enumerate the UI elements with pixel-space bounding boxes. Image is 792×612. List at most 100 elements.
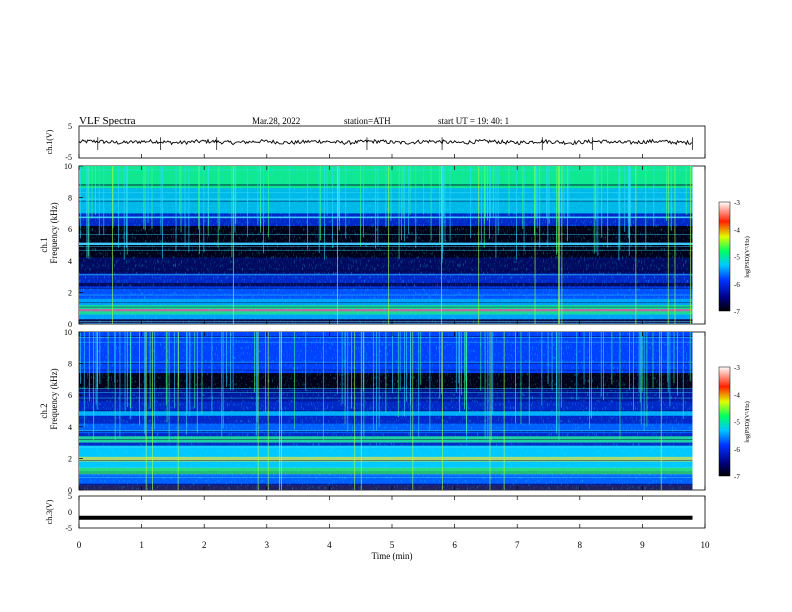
spec-vertical-spike xyxy=(643,332,645,432)
spec-vertical-spike xyxy=(597,166,599,256)
spec-vertical-spike xyxy=(516,166,518,260)
spec-vertical-spike xyxy=(337,166,339,217)
spec-vertical-spike xyxy=(385,332,387,414)
spec-vertical-spike xyxy=(556,166,558,253)
spec-vertical-spike xyxy=(459,332,461,413)
spec-vertical-spike xyxy=(398,166,400,260)
spec-full-spike xyxy=(337,166,338,324)
ch2-colorbar-ticks: -3 -4 -5 -6 -7 xyxy=(734,364,740,481)
spec-vertical-spike xyxy=(595,166,596,220)
ch2-spectrogram-yticks: 0 2 4 6 8 10 xyxy=(64,328,83,495)
spec-horizontal-line xyxy=(79,446,693,448)
spec-vertical-spike xyxy=(607,166,609,248)
spec-horizontal-line xyxy=(79,477,693,478)
ch1-spectrogram-ylabel-ch: ch.1 xyxy=(39,237,49,252)
spec-vertical-spike xyxy=(441,332,442,394)
spec-vertical-spike xyxy=(143,332,145,434)
colorbar-tick-label: -6 xyxy=(734,281,740,289)
spec-vertical-spike xyxy=(145,332,147,437)
ch3-ytick-bottom: -5 xyxy=(65,524,72,533)
spec-vertical-spike xyxy=(112,166,114,228)
colorbar-tick-label: -7 xyxy=(734,473,740,481)
spec-vertical-spike xyxy=(225,332,227,387)
spec-vertical-spike xyxy=(289,166,291,243)
spectrogram-ytick-label: 0 xyxy=(68,320,72,329)
time-axis-tick-label: 6 xyxy=(452,540,457,550)
time-axis-tick-label: 3 xyxy=(265,540,270,550)
spec-full-spike xyxy=(441,166,443,324)
spec-vertical-spike xyxy=(406,332,407,402)
spec-vertical-spike xyxy=(199,166,200,254)
spec-vertical-spike xyxy=(235,166,237,224)
spec-vertical-spike xyxy=(449,166,451,241)
spec-vertical-spike xyxy=(360,166,361,247)
spec-vertical-spike xyxy=(347,332,349,432)
spec-vertical-spike xyxy=(126,332,128,408)
spec-vertical-spike xyxy=(429,332,431,430)
spec-no-data-region xyxy=(692,332,705,490)
ch1-spectrogram-ylabel-freq: Frequency (kHz) xyxy=(49,202,59,263)
spec-vertical-spike xyxy=(633,332,634,411)
spec-vertical-spike xyxy=(480,332,482,391)
spec-vertical-spike xyxy=(682,332,684,419)
spec-vertical-spike xyxy=(439,332,441,398)
ch3-waveform-ylabel: ch.3(V) xyxy=(45,499,54,524)
spec-horizontal-line xyxy=(79,460,693,461)
spec-full-spike xyxy=(674,166,676,324)
spec-horizontal-line xyxy=(79,246,693,247)
spec-vertical-spike xyxy=(149,332,151,409)
spec-vertical-spike xyxy=(378,332,380,428)
spec-vertical-spike xyxy=(595,166,597,253)
spec-vertical-spike xyxy=(464,332,465,410)
spec-vertical-spike xyxy=(376,332,377,431)
spec-horizontal-line xyxy=(79,249,693,251)
spec-vertical-spike xyxy=(533,166,535,235)
time-axis-tick-label: 10 xyxy=(701,540,711,550)
spec-vertical-spike xyxy=(673,332,675,383)
spectrogram-ytick-label: 8 xyxy=(68,360,72,369)
spec-vertical-spike xyxy=(144,166,146,231)
spec-vertical-spike xyxy=(165,332,167,406)
spec-vertical-spike xyxy=(629,166,631,245)
spectrogram-ytick-label: 10 xyxy=(64,328,72,337)
spec-vertical-spike xyxy=(147,166,149,223)
spec-vertical-spike xyxy=(254,332,255,393)
spec-vertical-spike xyxy=(402,166,404,219)
spec-vertical-spike xyxy=(420,332,422,385)
spec-vertical-spike xyxy=(539,166,541,248)
spec-vertical-spike xyxy=(558,332,560,440)
spec-vertical-spike xyxy=(415,166,417,248)
spec-vertical-spike xyxy=(96,332,98,410)
spec-vertical-spike xyxy=(535,166,537,219)
spec-vertical-spike xyxy=(677,332,678,396)
spec-vertical-spike xyxy=(556,332,558,431)
spec-full-spike xyxy=(257,332,259,490)
spec-vertical-spike xyxy=(86,166,88,258)
spec-vertical-spike xyxy=(344,332,346,407)
spec-vertical-spike xyxy=(593,166,595,254)
spec-horizontal-line xyxy=(79,430,693,431)
spec-vertical-spike xyxy=(211,332,213,414)
spec-vertical-spike xyxy=(444,166,446,242)
spec-vertical-spike xyxy=(160,166,162,234)
spec-vertical-spike xyxy=(257,166,259,226)
spec-vertical-spike xyxy=(508,166,510,216)
spec-vertical-spike xyxy=(399,332,401,391)
spec-vertical-spike xyxy=(590,332,592,419)
spec-horizontal-line xyxy=(79,288,693,289)
spec-vertical-spike xyxy=(520,332,522,425)
spec-vertical-spike xyxy=(232,332,234,390)
spec-vertical-spike xyxy=(103,166,105,235)
spec-vertical-spike xyxy=(139,332,140,426)
spec-vertical-spike xyxy=(646,332,648,427)
spec-vertical-spike xyxy=(689,332,691,382)
figure-title: VLF Spectra xyxy=(79,115,136,127)
spec-vertical-spike xyxy=(320,166,322,241)
spec-vertical-spike xyxy=(484,166,486,218)
spec-vertical-spike xyxy=(619,332,621,440)
spec-vertical-spike xyxy=(458,332,460,384)
ch1-colorbar-label: log(PSD)(V²/Hz) xyxy=(744,236,751,277)
spectrogram-ytick-label: 10 xyxy=(64,162,72,171)
spec-vertical-spike xyxy=(601,166,603,238)
spec-vertical-spike xyxy=(208,166,209,227)
